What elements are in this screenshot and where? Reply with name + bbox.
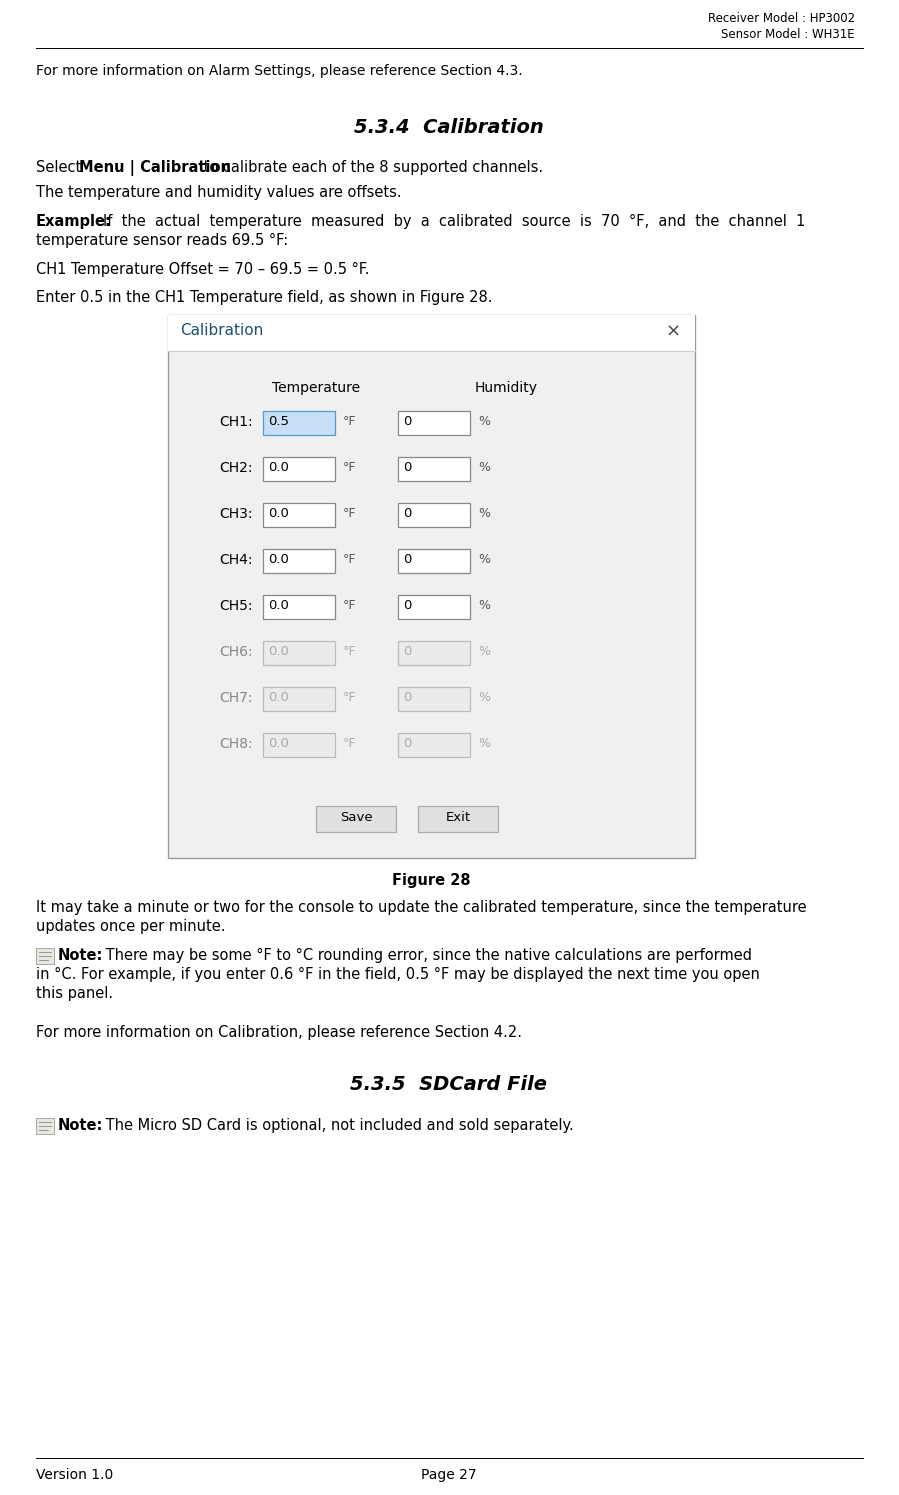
Text: 0.0: 0.0 <box>268 644 289 658</box>
Text: Note:: Note: <box>58 948 103 963</box>
Text: Sensor Model : WH31E: Sensor Model : WH31E <box>721 28 855 40</box>
Text: °F: °F <box>343 691 357 704</box>
Text: Page 27: Page 27 <box>422 1468 476 1482</box>
Bar <box>398 733 470 756</box>
Text: Figure 28: Figure 28 <box>392 873 470 888</box>
Bar <box>398 688 470 712</box>
Text: Enter 0.5 in the CH1 Temperature field, as shown in Figure 28.: Enter 0.5 in the CH1 Temperature field, … <box>36 290 493 305</box>
Text: 0.0: 0.0 <box>268 737 289 750</box>
Text: in °C. For example, if you enter 0.6 °F in the field, 0.5 °F may be displayed th: in °C. For example, if you enter 0.6 °F … <box>36 967 760 982</box>
Text: 0.0: 0.0 <box>268 507 289 520</box>
Bar <box>398 411 470 435</box>
Text: CH4:: CH4: <box>219 553 253 567</box>
Text: 0.0: 0.0 <box>268 691 289 704</box>
Bar <box>263 595 335 619</box>
Bar <box>263 733 335 756</box>
Text: CH1:: CH1: <box>219 416 253 429</box>
Text: CH1 Temperature Offset = 70 – 69.5 = 0.5 °F.: CH1 Temperature Offset = 70 – 69.5 = 0.5… <box>36 262 369 277</box>
Text: °F: °F <box>343 507 357 520</box>
Text: °F: °F <box>343 553 357 567</box>
Text: 0: 0 <box>403 599 412 611</box>
Bar <box>398 502 470 528</box>
Bar <box>168 315 695 351</box>
Text: 0: 0 <box>403 416 412 428</box>
Text: Exit: Exit <box>445 810 470 824</box>
Text: 0: 0 <box>403 644 412 658</box>
Text: 0: 0 <box>403 507 412 520</box>
Text: For more information on Alarm Settings, please reference Section 4.3.: For more information on Alarm Settings, … <box>36 64 522 78</box>
Text: CH5:: CH5: <box>219 599 253 613</box>
Text: updates once per minute.: updates once per minute. <box>36 919 226 934</box>
Text: Save: Save <box>340 810 372 824</box>
Bar <box>263 411 335 435</box>
Text: %: % <box>478 599 490 611</box>
Text: %: % <box>478 737 490 750</box>
Bar <box>398 595 470 619</box>
Text: Example:: Example: <box>36 214 111 229</box>
Text: 5.3.5  SDCard File: 5.3.5 SDCard File <box>351 1075 547 1094</box>
Text: 0: 0 <box>403 691 412 704</box>
Text: 0: 0 <box>403 737 412 750</box>
Bar <box>316 806 396 833</box>
Text: temperature sensor reads 69.5 °F:: temperature sensor reads 69.5 °F: <box>36 233 289 248</box>
Text: °F: °F <box>343 644 357 658</box>
Bar <box>263 641 335 665</box>
Text: %: % <box>478 553 490 567</box>
Text: CH6:: CH6: <box>219 644 253 659</box>
Bar <box>398 457 470 481</box>
Text: Menu | Calibration: Menu | Calibration <box>79 160 231 176</box>
Bar <box>263 549 335 573</box>
Text: CH2:: CH2: <box>219 460 253 475</box>
Text: °F: °F <box>343 460 357 474</box>
Text: Receiver Model : HP3002: Receiver Model : HP3002 <box>708 12 855 25</box>
Text: this panel.: this panel. <box>36 987 113 1002</box>
Text: CH7:: CH7: <box>219 691 253 706</box>
Text: %: % <box>478 691 490 704</box>
Text: %: % <box>478 460 490 474</box>
Text: Humidity: Humidity <box>475 381 538 395</box>
Text: 0.0: 0.0 <box>268 599 289 611</box>
Text: °F: °F <box>343 416 357 428</box>
Bar <box>168 315 695 858</box>
Text: ×: × <box>666 323 681 341</box>
Text: 0.5: 0.5 <box>268 416 289 428</box>
Bar <box>418 806 498 833</box>
Text: Calibration: Calibration <box>180 323 263 338</box>
Text: The temperature and humidity values are offsets.: The temperature and humidity values are … <box>36 185 402 200</box>
Bar <box>398 641 470 665</box>
Text: %: % <box>478 644 490 658</box>
Text: The Micro SD Card is optional, not included and sold separately.: The Micro SD Card is optional, not inclu… <box>101 1118 574 1133</box>
Bar <box>398 549 470 573</box>
Text: For more information on Calibration, please reference Section 4.2.: For more information on Calibration, ple… <box>36 1026 522 1041</box>
Text: 0.0: 0.0 <box>268 460 289 474</box>
Text: Select: Select <box>36 160 86 175</box>
Text: °F: °F <box>343 737 357 750</box>
Text: 0: 0 <box>403 553 412 567</box>
Text: CH8:: CH8: <box>219 737 253 750</box>
Text: to calibrate each of the 8 supported channels.: to calibrate each of the 8 supported cha… <box>199 160 543 175</box>
Text: Version 1.0: Version 1.0 <box>36 1468 113 1482</box>
Text: °F: °F <box>343 599 357 611</box>
Bar <box>263 457 335 481</box>
Bar <box>263 688 335 712</box>
Text: There may be some °F to °C rounding error, since the native calculations are per: There may be some °F to °C rounding erro… <box>101 948 752 963</box>
Text: 0.0: 0.0 <box>268 553 289 567</box>
Bar <box>36 948 54 964</box>
Text: If  the  actual  temperature  measured  by  a  calibrated  source  is  70  °F,  : If the actual temperature measured by a … <box>103 214 806 229</box>
Text: 0: 0 <box>403 460 412 474</box>
Text: It may take a minute or two for the console to update the calibrated temperature: It may take a minute or two for the cons… <box>36 900 806 915</box>
Text: Temperature: Temperature <box>271 381 360 395</box>
Text: 5.3.4  Calibration: 5.3.4 Calibration <box>354 118 544 138</box>
Text: %: % <box>478 507 490 520</box>
Text: Note:: Note: <box>58 1118 103 1133</box>
Bar <box>36 1118 54 1135</box>
Text: %: % <box>478 416 490 428</box>
Text: CH3:: CH3: <box>219 507 253 520</box>
Bar <box>263 502 335 528</box>
